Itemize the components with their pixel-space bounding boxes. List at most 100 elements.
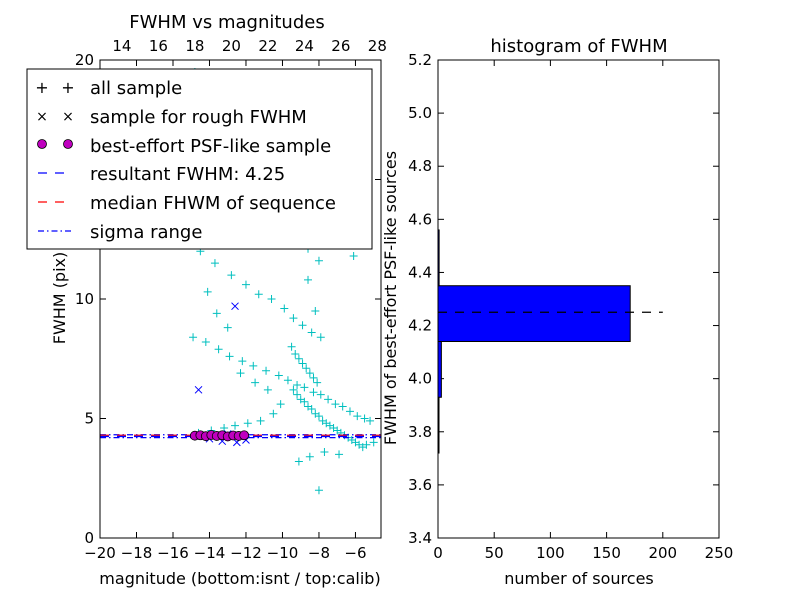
right-y-tick-label: 4.4 xyxy=(408,263,432,281)
right-x-tick-label: 0 xyxy=(433,544,443,562)
left-y-tick-label: 20 xyxy=(75,51,94,69)
all-sample-point xyxy=(293,390,302,399)
right-x-tick-label: 200 xyxy=(648,544,677,562)
all-sample-point xyxy=(291,349,300,358)
left-top-x-tick-label: 28 xyxy=(368,37,387,55)
all-sample-point xyxy=(210,259,219,268)
all-sample-point xyxy=(243,419,252,428)
right-x-tick-label: 100 xyxy=(536,544,565,562)
all-sample-point xyxy=(294,457,303,466)
right-x-tick-label: 250 xyxy=(705,544,734,562)
legend-label: best-effort PSF-like sample xyxy=(90,136,331,157)
right-y-tick-label: 5.2 xyxy=(408,51,432,69)
legend-entry-all-sample: + + all sample xyxy=(35,78,182,99)
all-sample-point xyxy=(231,421,240,430)
legend-marker-circle xyxy=(63,139,73,149)
right-x-tick-label: 50 xyxy=(485,544,504,562)
left-x-tick-label: −20 xyxy=(84,544,116,562)
all-sample-point xyxy=(311,306,320,315)
right-y-tick-label: 4.0 xyxy=(408,370,432,388)
right-y-tick-label: 3.4 xyxy=(408,529,432,547)
all-sample-point xyxy=(369,438,378,447)
legend-entry-median: median FHWM of sequence xyxy=(38,193,336,214)
left-x-tick-label: −12 xyxy=(230,544,262,562)
left-x-axis-label: magnitude (bottom:isnt / top:calib) xyxy=(99,569,380,588)
all-sample-point xyxy=(307,328,316,337)
all-sample-point xyxy=(227,271,236,280)
all-sample-point xyxy=(274,371,283,380)
left-top-x-tick-label: 16 xyxy=(149,37,168,55)
all-sample-point xyxy=(280,304,289,313)
left-plot-frame xyxy=(99,59,382,539)
all-sample-point xyxy=(212,309,221,318)
all-sample-point xyxy=(316,333,325,342)
right-y-tick-label: 4.6 xyxy=(408,210,432,228)
right-x-tick-label: 150 xyxy=(592,544,621,562)
all-sample-point xyxy=(267,295,276,303)
legend-label: sample for rough FWHM xyxy=(90,107,307,128)
right-y-tick-label: 4.2 xyxy=(408,317,432,335)
all-sample-point xyxy=(298,321,307,330)
all-sample-point xyxy=(349,251,358,260)
all-sample-point xyxy=(314,486,323,495)
all-sample-point xyxy=(262,366,271,375)
all-sample-point xyxy=(214,345,223,354)
all-sample-point xyxy=(249,361,258,370)
all-sample-point xyxy=(305,452,314,461)
rough-sample-point xyxy=(231,302,239,311)
all-sample-point xyxy=(345,407,354,416)
left-x-tick-label: −16 xyxy=(157,544,189,562)
all-sample-point xyxy=(360,414,369,423)
all-sample-point xyxy=(366,416,375,425)
all-sample-point xyxy=(314,256,323,265)
all-sample-point xyxy=(238,357,247,366)
left-x-tick-label: −6 xyxy=(344,544,366,562)
all-sample-point xyxy=(269,409,278,418)
all-sample-point xyxy=(201,338,210,347)
left-y-tick-label: 0 xyxy=(84,529,94,547)
all-sample-point xyxy=(203,287,212,296)
all-sample-point xyxy=(309,388,318,397)
all-sample-point xyxy=(276,400,285,409)
left-x-tick-label: −8 xyxy=(308,544,330,562)
legend-marker-x: × xyxy=(62,109,74,125)
all-sample-point xyxy=(313,378,322,387)
left-top-x-tick-label: 18 xyxy=(185,37,204,55)
all-sample-point xyxy=(324,395,333,404)
legend-entry-sigma-range: sigma range xyxy=(38,222,202,243)
all-sample-point xyxy=(225,352,234,361)
all-sample-point xyxy=(353,412,362,421)
left-x-tick-label: −14 xyxy=(194,544,226,562)
right-y-tick-label: 3.8 xyxy=(408,423,432,441)
all-sample-point xyxy=(300,397,309,406)
all-sample-point xyxy=(307,404,316,413)
all-sample-point xyxy=(309,373,318,382)
all-sample-point xyxy=(338,402,347,411)
histogram-bar xyxy=(437,285,631,342)
left-top-x-tick-label: 22 xyxy=(258,37,277,55)
all-sample-point xyxy=(263,385,272,394)
all-sample-point xyxy=(236,369,245,378)
all-sample-point xyxy=(302,364,311,373)
legend-label: resultant FWHM: 4.25 xyxy=(90,164,285,185)
legend-box xyxy=(26,68,373,250)
legend-marker-circle xyxy=(37,139,47,149)
all-sample-point xyxy=(287,342,296,351)
psf-sample-point xyxy=(239,430,250,441)
all-sample-point xyxy=(256,416,265,425)
legend-label: all sample xyxy=(90,78,182,99)
all-sample-point xyxy=(300,383,309,392)
right-y-tick-label: 4.8 xyxy=(408,157,432,175)
right-chart: histogram of FWHM 0 50 100 150 200 250 3.4 3.6 3… xyxy=(381,36,733,588)
left-y-axis-label: FWHM (pix) xyxy=(50,252,69,345)
all-sample-point xyxy=(304,275,313,284)
legend-label: sigma range xyxy=(90,222,202,243)
all-sample-point xyxy=(293,381,302,390)
right-y-tick-label: 5.0 xyxy=(408,104,432,122)
all-sample-point xyxy=(241,280,250,289)
left-top-x-tick-label: 14 xyxy=(112,37,131,55)
left-x-tick-label: −10 xyxy=(267,544,299,562)
all-sample-point xyxy=(320,447,329,456)
all-sample-point xyxy=(289,314,298,323)
legend: + + all sample × × sample for rough FWHM… xyxy=(26,68,373,250)
